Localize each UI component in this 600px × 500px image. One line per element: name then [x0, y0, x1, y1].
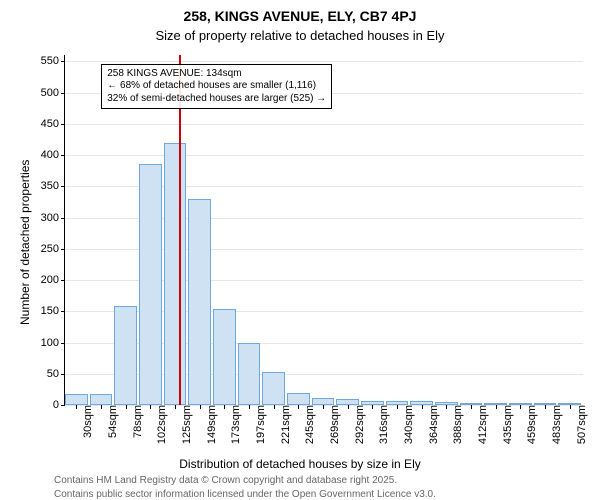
plot-area: 05010015020025030035040045050055030sqm54… [64, 55, 583, 406]
xtick-label: 221sqm [278, 405, 292, 444]
histogram-bar [114, 306, 137, 405]
histogram-bar [90, 394, 113, 405]
histogram-bar [213, 309, 236, 405]
x-axis-label: Distribution of detached houses by size … [0, 457, 600, 471]
footer-line-1: Contains HM Land Registry data © Crown c… [54, 475, 397, 486]
subject-annotation: 258 KINGS AVENUE: 134sqm← 68% of detache… [101, 64, 332, 110]
histogram-bar [238, 343, 261, 406]
xtick-mark [471, 405, 472, 409]
grid-line [65, 155, 583, 156]
ytick-label: 50 [47, 368, 65, 380]
xtick-mark [520, 405, 521, 409]
ytick-label: 500 [41, 87, 65, 99]
xtick-mark [397, 405, 398, 409]
xtick-label: 412sqm [475, 405, 489, 444]
xtick-label: 483sqm [549, 405, 563, 444]
xtick-label: 149sqm [204, 405, 218, 444]
ytick-label: 250 [41, 243, 65, 255]
xtick-label: 125sqm [179, 405, 193, 444]
xtick-mark [298, 405, 299, 409]
xtick-label: 292sqm [352, 405, 366, 444]
xtick-label: 102sqm [154, 405, 168, 444]
xtick-mark [274, 405, 275, 409]
histogram-bar [65, 394, 88, 405]
xtick-mark [175, 405, 176, 409]
ytick-label: 100 [41, 337, 65, 349]
xtick-mark [570, 405, 571, 409]
xtick-label: 30sqm [80, 405, 94, 438]
chart-subtitle: Size of property relative to detached ho… [0, 28, 600, 43]
xtick-label: 340sqm [401, 405, 415, 444]
xtick-label: 388sqm [450, 405, 464, 444]
xtick-label: 78sqm [130, 405, 144, 438]
xtick-mark [101, 405, 102, 409]
histogram-bar [287, 393, 310, 406]
xtick-mark [422, 405, 423, 409]
histogram-bar [262, 372, 285, 405]
ytick-label: 200 [41, 274, 65, 286]
xtick-mark [323, 405, 324, 409]
annotation-line: 32% of semi-detached houses are larger (… [107, 93, 326, 106]
xtick-mark [545, 405, 546, 409]
xtick-mark [150, 405, 151, 409]
ytick-label: 450 [41, 118, 65, 130]
ytick-label: 300 [41, 212, 65, 224]
xtick-label: 435sqm [500, 405, 514, 444]
grid-line [65, 61, 583, 62]
xtick-mark [126, 405, 127, 409]
y-axis-label: Number of detached properties [18, 160, 32, 325]
xtick-mark [200, 405, 201, 409]
annotation-line: ← 68% of detached houses are smaller (1,… [107, 80, 326, 93]
histogram-bar [188, 199, 211, 405]
xtick-label: 245sqm [302, 405, 316, 444]
xtick-mark [446, 405, 447, 409]
chart-title: 258, KINGS AVENUE, ELY, CB7 4PJ [0, 8, 600, 24]
ytick-label: 150 [41, 305, 65, 317]
histogram-bar [312, 398, 335, 406]
xtick-mark [372, 405, 373, 409]
xtick-label: 459sqm [524, 405, 538, 444]
footer-line-2: Contains public sector information licen… [54, 489, 436, 500]
ytick-label: 350 [41, 180, 65, 192]
annotation-line: 258 KINGS AVENUE: 134sqm [107, 68, 326, 81]
xtick-label: 197sqm [253, 405, 267, 444]
xtick-label: 364sqm [426, 405, 440, 444]
xtick-mark [348, 405, 349, 409]
chart-container: 258, KINGS AVENUE, ELY, CB7 4PJ Size of … [0, 0, 600, 500]
xtick-label: 316sqm [376, 405, 390, 444]
histogram-bar [164, 143, 187, 406]
xtick-label: 269sqm [327, 405, 341, 444]
xtick-label: 173sqm [228, 405, 242, 444]
grid-line [65, 124, 583, 125]
xtick-label: 507sqm [574, 405, 588, 444]
ytick-label: 400 [41, 149, 65, 161]
xtick-mark [224, 405, 225, 409]
histogram-bar [139, 164, 162, 405]
ytick-label: 0 [53, 399, 65, 411]
xtick-mark [496, 405, 497, 409]
xtick-label: 54sqm [105, 405, 119, 438]
ytick-label: 550 [41, 55, 65, 67]
xtick-mark [249, 405, 250, 409]
xtick-mark [76, 405, 77, 409]
